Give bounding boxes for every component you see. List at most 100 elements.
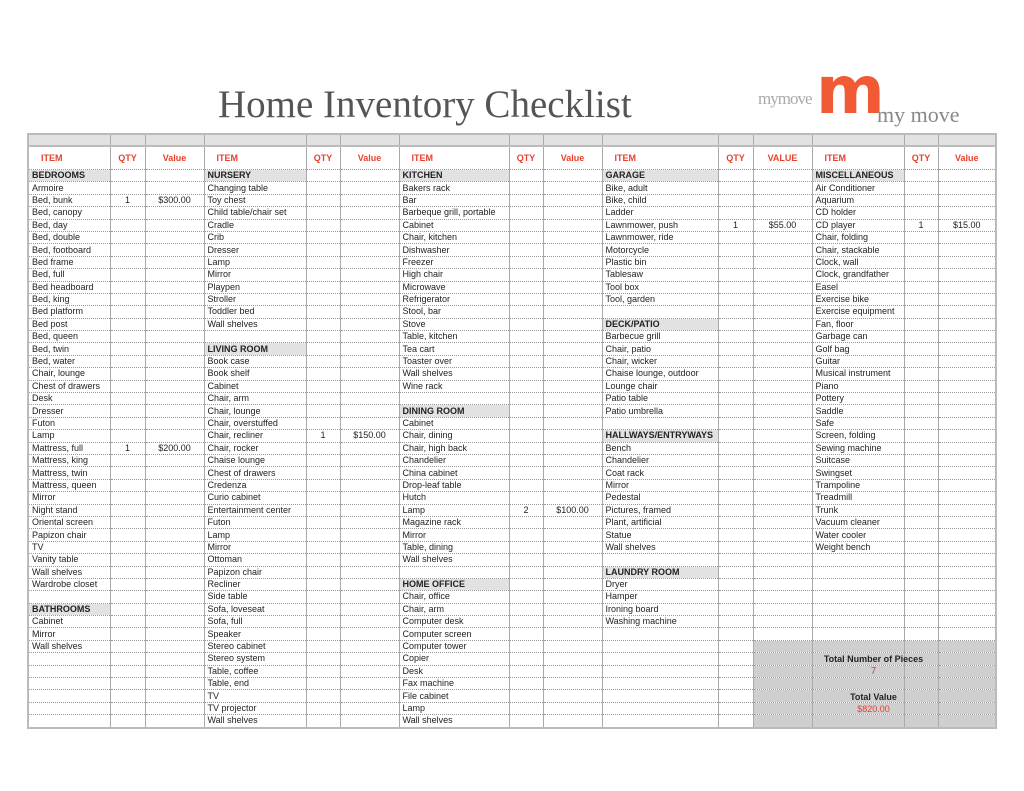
item-cell[interactable]: Fax machine: [399, 677, 510, 691]
value-cell[interactable]: [340, 528, 400, 542]
value-cell[interactable]: [543, 206, 603, 220]
value-cell[interactable]: [543, 590, 603, 604]
item-cell[interactable]: Wardrobe closet: [28, 578, 111, 592]
qty-cell[interactable]: [110, 578, 146, 592]
item-cell[interactable]: Book shelf: [204, 367, 307, 381]
item-cell[interactable]: China cabinet: [399, 466, 510, 480]
qty-cell[interactable]: [904, 677, 939, 691]
qty-cell[interactable]: [904, 429, 939, 443]
item-cell[interactable]: Ladder: [602, 206, 719, 220]
qty-cell[interactable]: [718, 417, 754, 431]
value-cell[interactable]: [938, 627, 997, 641]
qty-cell[interactable]: [110, 404, 146, 418]
value-cell[interactable]: [340, 652, 400, 666]
value-cell[interactable]: [145, 627, 205, 641]
item-cell[interactable]: Toaster over: [399, 355, 510, 369]
qty-cell[interactable]: [904, 268, 939, 282]
qty-cell[interactable]: [306, 714, 341, 729]
item-cell[interactable]: Pottery: [812, 392, 905, 406]
item-cell[interactable]: Sofa, full: [204, 615, 307, 629]
value-cell[interactable]: [938, 528, 997, 542]
qty-cell[interactable]: 2: [509, 504, 544, 517]
item-cell[interactable]: Dresser: [28, 404, 111, 418]
item-cell[interactable]: Tool, garden: [602, 293, 719, 307]
item-cell[interactable]: Bed, bunk: [28, 194, 111, 208]
qty-cell[interactable]: [904, 181, 939, 195]
value-cell[interactable]: [145, 652, 205, 666]
value-cell[interactable]: [145, 355, 205, 369]
qty-cell[interactable]: [509, 491, 544, 505]
qty-cell[interactable]: [110, 219, 146, 232]
item-cell[interactable]: Lamp: [204, 256, 307, 270]
qty-cell[interactable]: [904, 417, 939, 431]
item-cell[interactable]: Musical instrument: [812, 367, 905, 381]
item-cell[interactable]: Sofa, loveseat: [204, 603, 307, 617]
item-cell[interactable]: Toddler bed: [204, 305, 307, 319]
item-cell[interactable]: Chair, stackable: [812, 243, 905, 257]
qty-cell[interactable]: [904, 367, 939, 381]
item-cell[interactable]: Bed, water: [28, 355, 111, 369]
qty-cell[interactable]: [110, 268, 146, 282]
qty-cell[interactable]: [904, 590, 939, 604]
qty-cell[interactable]: [509, 194, 544, 208]
item-cell[interactable]: Papizon chair: [28, 528, 111, 542]
value-cell[interactable]: [938, 615, 997, 629]
qty-cell[interactable]: 1: [306, 429, 341, 443]
value-cell[interactable]: [938, 429, 997, 443]
value-cell[interactable]: [340, 516, 400, 530]
qty-cell[interactable]: [110, 293, 146, 307]
item-cell[interactable]: Dresser: [204, 243, 307, 257]
qty-cell[interactable]: [904, 665, 939, 679]
item-cell[interactable]: Computer tower: [399, 640, 510, 654]
value-cell[interactable]: [340, 479, 400, 493]
value-cell[interactable]: [145, 342, 205, 356]
value-cell[interactable]: [340, 677, 400, 691]
qty-cell[interactable]: [110, 528, 146, 542]
value-cell[interactable]: [543, 677, 603, 691]
item-cell[interactable]: Barbecue grill: [602, 330, 719, 344]
value-cell[interactable]: [145, 305, 205, 319]
value-cell[interactable]: [340, 541, 400, 555]
qty-cell[interactable]: [110, 665, 146, 679]
qty-cell[interactable]: [306, 677, 341, 691]
qty-cell[interactable]: [110, 652, 146, 666]
value-cell[interactable]: [145, 615, 205, 629]
item-cell[interactable]: [812, 714, 905, 729]
item-cell[interactable]: [812, 578, 905, 592]
item-cell[interactable]: Weight bench: [812, 541, 905, 555]
value-cell[interactable]: [340, 466, 400, 480]
value-cell[interactable]: [938, 281, 997, 294]
qty-cell[interactable]: [306, 194, 341, 208]
item-cell[interactable]: Bed headboard: [28, 281, 111, 294]
value-cell[interactable]: [753, 194, 813, 208]
value-cell[interactable]: [543, 330, 603, 344]
qty-cell[interactable]: [509, 640, 544, 654]
qty-cell[interactable]: [110, 640, 146, 654]
value-cell[interactable]: [938, 305, 997, 319]
item-cell[interactable]: [602, 640, 719, 654]
item-cell[interactable]: Dryer: [602, 578, 719, 592]
value-cell[interactable]: [340, 231, 400, 245]
item-cell[interactable]: Aquarium: [812, 194, 905, 208]
qty-cell[interactable]: [904, 603, 939, 617]
value-cell[interactable]: [938, 578, 997, 592]
qty-cell[interactable]: [306, 281, 341, 294]
qty-cell[interactable]: [306, 578, 341, 592]
qty-cell[interactable]: [718, 504, 754, 517]
value-cell[interactable]: [753, 528, 813, 542]
item-cell[interactable]: Child table/chair set: [204, 206, 307, 220]
qty-cell[interactable]: [306, 615, 341, 629]
item-cell[interactable]: Hutch: [399, 491, 510, 505]
value-cell[interactable]: [938, 491, 997, 505]
item-cell[interactable]: Credenza: [204, 479, 307, 493]
qty-cell[interactable]: [718, 714, 754, 729]
value-cell[interactable]: [543, 417, 603, 431]
value-cell[interactable]: [340, 665, 400, 679]
value-cell[interactable]: [753, 342, 813, 356]
qty-cell[interactable]: [110, 281, 146, 294]
qty-cell[interactable]: [718, 603, 754, 617]
qty-cell[interactable]: [904, 566, 939, 579]
value-cell[interactable]: [938, 243, 997, 257]
qty-cell[interactable]: [110, 243, 146, 257]
item-cell[interactable]: Exercise bike: [812, 293, 905, 307]
